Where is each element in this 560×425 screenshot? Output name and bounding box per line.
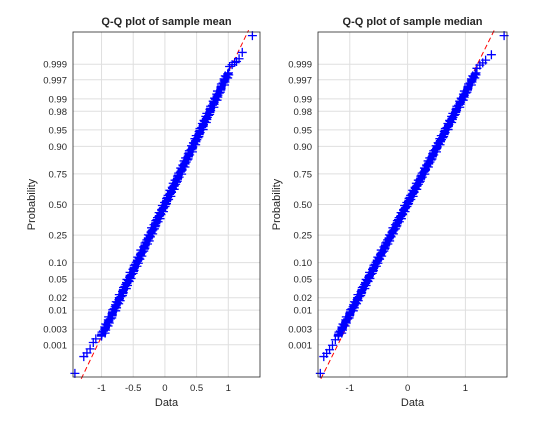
data-point bbox=[85, 344, 95, 354]
y-tick-label: 0.99 bbox=[49, 94, 68, 105]
y-tick-labels: 0.001 0.003 0.01 0.02 0.05 0.10 0.25 0.50 0.75 0.… bbox=[43, 60, 67, 352]
y-tick-label: 0.50 bbox=[49, 200, 68, 211]
data-point bbox=[481, 55, 491, 65]
y-tick-label: 0.10 bbox=[49, 258, 68, 269]
y-tick-label: 0.90 bbox=[294, 142, 313, 153]
y-tick-label: 0.997 bbox=[43, 75, 67, 86]
data-point bbox=[237, 47, 247, 57]
x-tick-label: 0 bbox=[405, 383, 410, 394]
y-tick-label: 0.001 bbox=[288, 340, 312, 351]
x-tick-label: 1 bbox=[463, 383, 468, 394]
x-tick-label: 0.5 bbox=[190, 383, 203, 394]
data-point bbox=[470, 69, 480, 79]
data-point bbox=[224, 68, 234, 78]
data-points bbox=[70, 31, 257, 378]
x-tick-label: -0.5 bbox=[125, 383, 141, 394]
data-point bbox=[327, 340, 337, 350]
x-tick-label: -1 bbox=[97, 383, 105, 394]
data-point bbox=[471, 68, 481, 78]
y-tick-label: 0.05 bbox=[49, 275, 68, 286]
axes-box bbox=[72, 31, 261, 378]
y-tick-label: 0.25 bbox=[49, 231, 68, 242]
y-tick-label: 0.997 bbox=[288, 75, 312, 86]
y-tick-label: 0.05 bbox=[294, 275, 313, 286]
data-point bbox=[325, 345, 335, 355]
y-tick-label: 0.25 bbox=[294, 231, 313, 242]
y-axis-label: Probability bbox=[271, 178, 283, 230]
y-tick-label: 0.999 bbox=[43, 60, 67, 71]
y-axis-label: Probability bbox=[26, 178, 38, 230]
y-tick-label: 0.98 bbox=[49, 107, 68, 118]
y-tick-label: 0.95 bbox=[49, 125, 68, 136]
y-tick-labels: 0.001 0.003 0.01 0.02 0.05 0.10 0.25 0.50 0.75 0.… bbox=[288, 60, 312, 352]
x-tick-label: 1 bbox=[226, 383, 231, 394]
data-point bbox=[91, 334, 101, 344]
x-tick-labels: -1 -0.5 0 0.5 1 bbox=[97, 383, 231, 394]
y-tick-label: 0.01 bbox=[294, 306, 313, 317]
y-tick-label: 0.99 bbox=[294, 94, 313, 105]
x-tick-labels: -1 0 1 bbox=[346, 383, 468, 394]
chart-title: Q-Q plot of sample median bbox=[343, 16, 483, 28]
y-tick-label: 0.10 bbox=[294, 258, 313, 269]
y-tick-label: 0.75 bbox=[49, 169, 68, 180]
y-tick-label: 0.50 bbox=[294, 200, 313, 211]
y-tick-label: 0.02 bbox=[294, 293, 313, 304]
y-tick-label: 0.75 bbox=[294, 169, 313, 180]
y-tick-label: 0.003 bbox=[43, 325, 67, 336]
data-point bbox=[223, 69, 233, 79]
x-axis-label: Data bbox=[155, 397, 179, 409]
data-point bbox=[315, 368, 325, 378]
x-axis-label: Data bbox=[401, 397, 425, 409]
y-tick-label: 0.001 bbox=[43, 340, 67, 351]
x-tick-label: 0 bbox=[162, 383, 167, 394]
y-tick-label: 0.90 bbox=[49, 142, 68, 153]
x-tick-label: -1 bbox=[346, 383, 354, 394]
y-tick-label: 0.01 bbox=[49, 306, 68, 317]
y-tick-label: 0.999 bbox=[288, 60, 312, 71]
data-points bbox=[315, 31, 509, 378]
y-tick-label: 0.95 bbox=[294, 125, 313, 136]
data-point bbox=[234, 54, 244, 64]
panel-sample-mean: -1 -0.5 0 0.5 1 0.0010.0030.010.020.050.100.… bbox=[26, 16, 261, 409]
y-tick-label: 0.003 bbox=[288, 325, 312, 336]
y-tick-label: 0.98 bbox=[294, 107, 313, 118]
data-point bbox=[247, 31, 257, 41]
panel-sample-median: -1 0 1 0.0010.0030.010.020.050.100.250.500… bbox=[271, 16, 509, 409]
data-point bbox=[486, 50, 496, 60]
y-tick-label: 0.02 bbox=[49, 293, 68, 304]
axes-box bbox=[317, 31, 508, 378]
data-point bbox=[70, 368, 80, 378]
chart-title: Q-Q plot of sample mean bbox=[101, 16, 231, 28]
